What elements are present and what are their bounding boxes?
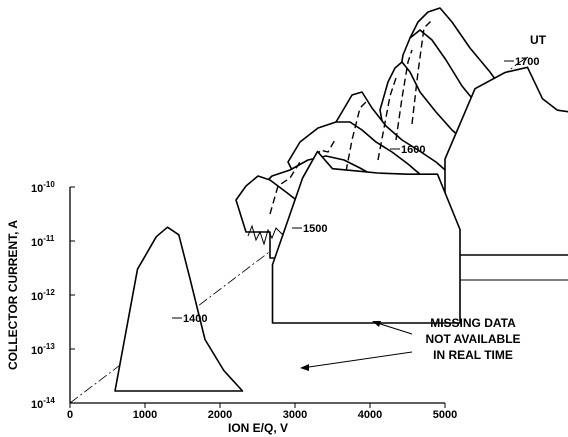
x-tick-label: 5000: [433, 409, 457, 421]
data-traces: [114, 66, 568, 392]
x-tick-label: 4000: [358, 409, 382, 421]
trace-ut-1500: [271, 150, 461, 324]
annotation-arrowhead-lower: [300, 364, 309, 371]
dashed-trace-4: [343, 101, 367, 183]
trace-ut-1400: [114, 226, 244, 392]
ut-axis-label: UT: [530, 33, 547, 47]
x-tick-label: 3000: [283, 409, 307, 421]
annotation-arrowhead-upper: [372, 321, 381, 327]
ut-tick-label: 1600: [401, 144, 425, 156]
y-tick-label: 10-14: [31, 396, 55, 411]
dashed-trace-1: [411, 19, 433, 125]
x-axis-label: ION E/Q, V: [228, 421, 288, 435]
dashed-trace-6: [269, 161, 301, 215]
ut-tick-label: 1700: [515, 56, 539, 68]
dashed-trace-3: [377, 77, 397, 161]
y-tick-label: 10-13: [31, 342, 55, 357]
x-tick-label: 2000: [208, 409, 232, 421]
y-tick-label: 10-10: [31, 180, 55, 195]
y-axis-ticks: 10-10 10-11 10-12 10-13 10-14: [31, 180, 75, 411]
annotation-arrow-lower: [301, 351, 413, 369]
ut-tick-label: 1500: [303, 223, 327, 235]
dashed-trace-2: [395, 49, 413, 141]
y-tick-label: 10-11: [31, 234, 55, 249]
annotation-arrow-upper: [373, 321, 413, 335]
dashed-overlays: [247, 19, 433, 246]
y-tick-label: 10-12: [31, 288, 55, 303]
ut-tick-label: 1400: [183, 313, 207, 325]
y-axis-label: COLLECTOR CURRENT, A: [6, 220, 20, 370]
annotation-line-1: MISSING DATA: [430, 316, 516, 330]
ut-axis-leader: [519, 56, 529, 63]
x-axis-ticks: 0 1000 2000 3000 4000 5000: [67, 403, 457, 421]
noisy-spike-trace: [247, 224, 291, 246]
x-tick-label: 0: [67, 409, 73, 421]
annotation-line-2: NOT AVAILABLE: [425, 332, 520, 346]
annotation-line-3: IN REAL TIME: [433, 348, 513, 362]
trace-ut-1600: [444, 66, 568, 256]
ut-axis-ticks: 1400 1500 1600 1700: [172, 56, 539, 325]
missing-data-annotation: MISSING DATA NOT AVAILABLE IN REAL TIME: [300, 316, 521, 371]
x-tick-label: 1000: [133, 409, 157, 421]
